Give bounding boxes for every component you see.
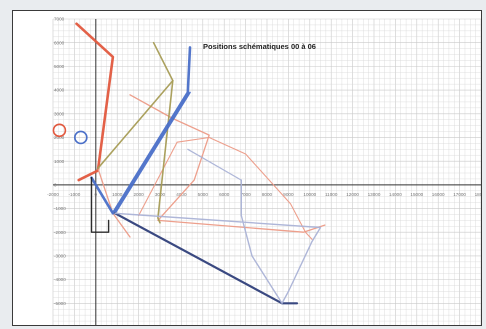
y-tick-label: 1000	[54, 159, 65, 164]
y-tick-label: -2000	[54, 230, 66, 235]
chart-title: Positions schématiques 00 à 06	[203, 42, 316, 51]
y-tick-label: 4000	[54, 88, 65, 93]
y-tick-label: 2000	[54, 135, 65, 140]
y-tick-label: 6000	[54, 40, 65, 45]
series-group	[75, 22, 326, 305]
x-tick-label: 6000	[219, 192, 230, 197]
x-tick-label: 17000	[453, 192, 466, 197]
y-tick-label: -3000	[54, 254, 66, 259]
y-tick-label: 5000	[54, 64, 65, 69]
series-line-6	[97, 79, 174, 170]
x-tick-label: -1000	[69, 192, 81, 197]
x-tick-label: 10000	[303, 192, 316, 197]
chart-frame: -2000 -1000 0 1000 2000 3000 4000 5000 6000 7000 8…	[12, 10, 482, 326]
marker-circle-2	[74, 130, 88, 145]
series-line-8	[114, 91, 191, 215]
x-tick-label: 2000	[133, 192, 144, 197]
y-tick-label: 3000	[54, 111, 65, 116]
series-line-1	[75, 22, 115, 182]
y-tick-label: -1000	[54, 206, 66, 211]
chart-plot: -2000 -1000 0 1000 2000 3000 4000 5000 6000 7000 8…	[47, 17, 482, 326]
series-line-9	[113, 212, 299, 305]
series-line-4	[138, 136, 313, 240]
x-tick-label: 7000	[240, 192, 251, 197]
y-tick-label: -5000	[54, 301, 66, 306]
x-tick-label: 9000	[283, 192, 294, 197]
x-tick-label: 1000	[112, 192, 123, 197]
x-tick-label: 13000	[368, 192, 381, 197]
x-tick-label: 11000	[325, 192, 338, 197]
x-tick-label: 5000	[198, 192, 209, 197]
series-line-12	[90, 176, 110, 233]
y-tick-label: -6000	[54, 325, 66, 326]
y-tick-label: 0	[54, 182, 57, 187]
series-line-7	[90, 46, 192, 215]
y-tick-label: 7000	[54, 17, 65, 22]
axes: -2000 -1000 0 1000 2000 3000 4000 5000 6000 7000 8…	[47, 17, 482, 326]
series-line-5	[152, 41, 174, 224]
x-tick-label: -2000	[47, 192, 59, 197]
marker-circle-1	[52, 123, 67, 138]
x-tick-label: 16000	[432, 192, 445, 197]
x-tick-label: 12000	[346, 192, 359, 197]
x-tick-label: 18000	[475, 192, 482, 197]
marker-group	[52, 123, 88, 145]
y-tick-label: -4000	[54, 277, 66, 282]
series-line-10	[114, 179, 322, 304]
x-tick-label: 8000	[262, 192, 273, 197]
x-tick-label: 0	[95, 192, 98, 197]
x-tick-label: 15000	[410, 192, 423, 197]
series-line-11	[187, 148, 242, 181]
x-tick-label: 14000	[389, 192, 402, 197]
